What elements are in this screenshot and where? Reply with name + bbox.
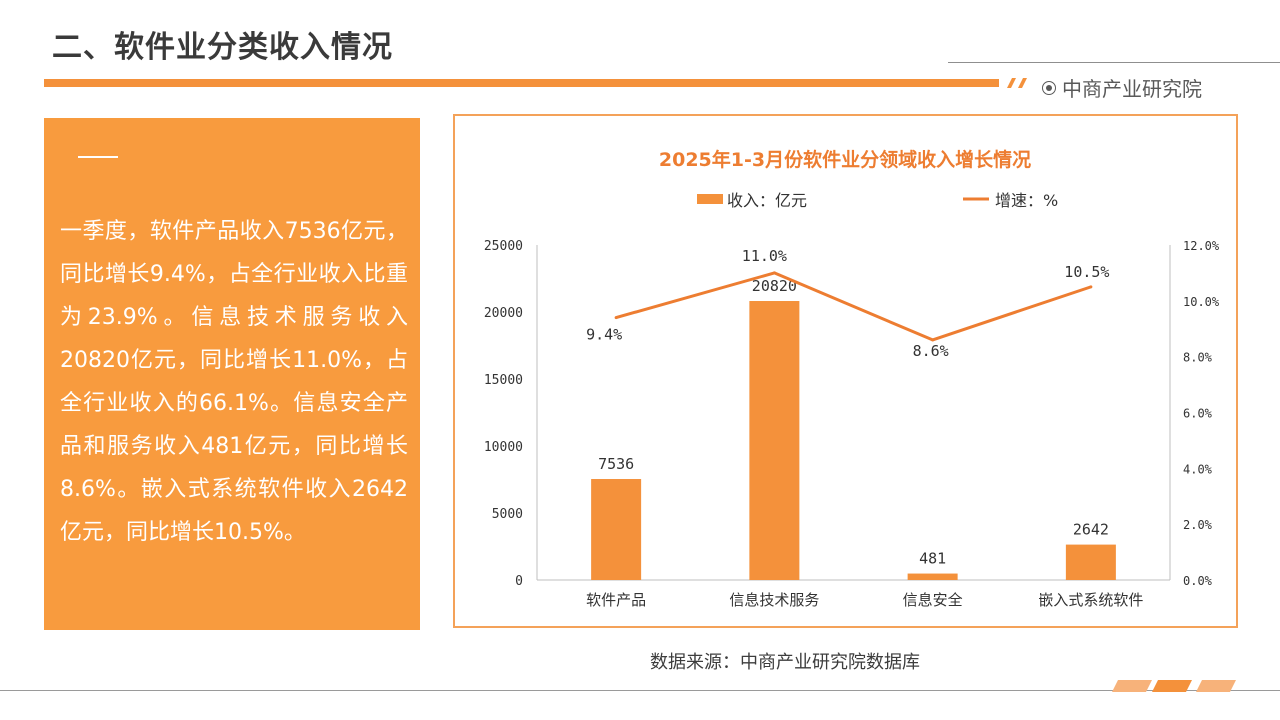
chart-title: 2025年1-3月份软件业分领域收入增长情况 [659, 148, 1031, 171]
bar [749, 301, 800, 580]
y-left-tick-label: 0 [515, 574, 523, 589]
x-category-label: 软件产品 [586, 591, 646, 609]
growth-value-label: 10.5% [1064, 263, 1109, 281]
y-right-tick-label: 8.0% [1183, 351, 1213, 365]
legend-bar-label: 收入：亿元 [727, 191, 807, 210]
title-stripes-decoration [1007, 78, 1027, 88]
title-accent-bar [44, 79, 999, 87]
legend-line-label: 增速：% [995, 191, 1058, 210]
bar [591, 479, 642, 580]
growth-point [772, 271, 776, 275]
bar-value-label: 7536 [598, 455, 634, 473]
y-right-tick-label: 0.0% [1183, 574, 1213, 588]
brand-logo: 中商产业研究院 [1042, 73, 1202, 102]
summary-panel: 一季度，软件产品收入7536亿元，同比增长9.4%，占全行业收入比重为23.9%… [44, 118, 420, 630]
footer-stripes-decoration [1112, 680, 1236, 692]
bar-value-label: 481 [919, 550, 946, 568]
y-right-tick-label: 10.0% [1183, 295, 1220, 309]
x-category-label: 信息安全 [903, 591, 963, 609]
y-left-tick-label: 5000 [492, 507, 523, 522]
growth-point [1089, 285, 1093, 289]
y-right-tick-label: 4.0% [1183, 462, 1213, 476]
growth-value-label: 8.6% [913, 342, 949, 360]
header-divider-line [948, 62, 1280, 63]
y-right-tick-label: 12.0% [1183, 239, 1220, 253]
bar [1065, 544, 1116, 580]
growth-value-label: 9.4% [586, 326, 622, 344]
y-left-tick-label: 25000 [484, 239, 523, 254]
summary-text: 一季度，软件产品收入7536亿元，同比增长9.4%，占全行业收入比重为23.9%… [60, 219, 408, 545]
chart-panel: 2025年1-3月份软件业分领域收入增长情况收入：亿元 增速：% 0 5000 1000… [453, 114, 1238, 628]
y-left-tick-label: 20000 [484, 306, 523, 321]
data-source: 数据来源：中商产业研究院数据库 [650, 652, 920, 673]
x-category-label: 信息技术服务 [729, 591, 819, 609]
y-left-tick-label: 10000 [484, 440, 523, 455]
footer-divider-line [0, 690, 1280, 691]
growth-line [615, 271, 1092, 342]
y-left-tick-label: 15000 [484, 373, 523, 388]
bar [907, 573, 958, 580]
page-title: 二、软件业分类收入情况 [52, 30, 393, 65]
summary-dash-decoration [78, 156, 118, 158]
bar-value-label: 2642 [1073, 521, 1109, 539]
growth-point [931, 338, 935, 342]
growth-point [614, 316, 618, 320]
y-right-tick-label: 6.0% [1183, 407, 1213, 421]
bar-value-label: 20820 [752, 277, 797, 295]
brand-name: 中商产业研究院 [1062, 77, 1202, 101]
y-right-tick-label: 2.0% [1183, 518, 1213, 532]
growth-value-label: 11.0% [742, 247, 787, 265]
legend-bar-swatch [697, 194, 723, 204]
x-category-label: 嵌入式系统软件 [1038, 591, 1143, 609]
brand-circle-icon [1042, 80, 1056, 95]
